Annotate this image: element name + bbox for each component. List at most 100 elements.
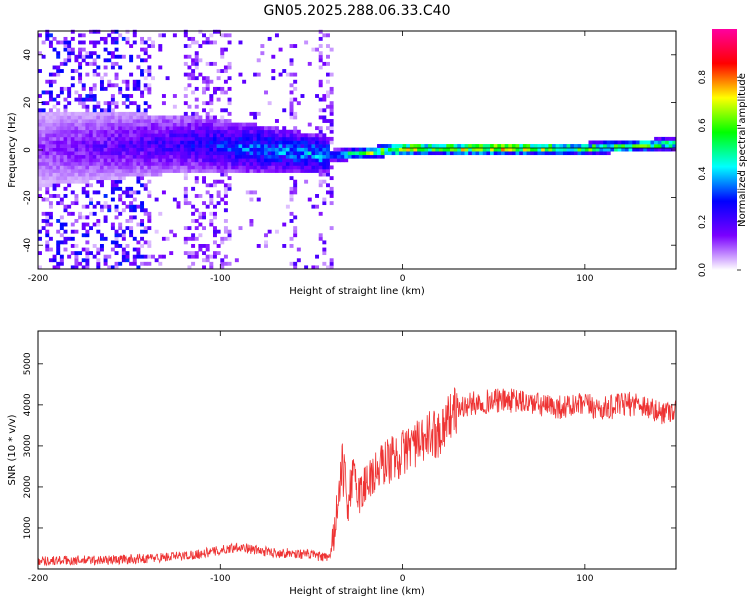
spectrogram-cell [81,58,86,63]
spectrogram-cell [172,165,177,170]
spectrogram-cell [205,161,210,166]
spectrogram-cell [253,154,258,159]
spectrogram-cell [107,140,112,145]
spectrogram-cell [242,165,247,170]
spectrogram-cell [48,72,53,77]
spectrogram-cell [67,122,72,127]
spectrogram-cell [143,147,148,152]
spectrogram-cell [45,119,50,123]
spectrogram-cell [606,147,611,152]
spectrogram-cell [45,158,50,163]
spectrogram-cell [198,169,203,173]
spectrogram-cell [38,176,42,181]
spectrogram-cell [143,208,148,213]
spectrogram-cell [256,129,261,134]
spectrogram-cell [191,72,196,77]
spectrogram-cell [304,136,309,141]
spectrogram-cell [165,161,170,166]
spectrogram-cell [59,111,64,116]
spectrogram-cell [326,165,330,170]
spectrogram-cell [209,154,214,159]
spectrogram-cell [253,158,258,163]
spectrogram-cell [74,258,79,263]
spectrogram-cell [140,126,145,131]
spectrogram-cell [56,151,61,156]
spectrogram-cell [52,144,57,148]
spectrogram-cell [351,154,356,159]
spectrogram-cell [136,144,141,148]
spectrogram-cell [202,122,207,127]
spectrogram-cell [52,47,57,52]
spectrogram-cell [253,151,258,156]
spectrogram-cell [205,111,210,116]
spectrogram-cell [151,119,155,123]
spectrogram-cell [45,36,50,41]
spectrogram-cell [110,169,115,173]
colorbar-tick-label: 0.8 [698,70,708,85]
spectrogram-cell [59,90,64,95]
spectrogram-cell [256,140,261,145]
spectrogram-cell [205,115,210,120]
spectrogram-cell [672,136,677,141]
spectrogram-cell [118,126,123,131]
spectrogram-cell [85,104,90,109]
spectrogram-cell [194,169,199,173]
spectrogram-cell [81,133,86,138]
spectrogram-cell [274,126,279,131]
spectrogram-cell [194,61,199,66]
x-tick-label: -200 [28,274,49,284]
spectrogram-cell [74,133,79,138]
spectrogram-cell [107,51,112,56]
spectrogram-cell [151,172,155,177]
spectrogram-cell [121,144,126,148]
spectrogram-cell [231,144,236,148]
spectrogram-cell [161,115,166,120]
spectrogram-cell [147,215,152,220]
spectrogram-cell [74,115,79,120]
spectrogram-cell [205,122,210,127]
spectrogram-cell [45,144,50,148]
spectrogram-cell [78,136,83,141]
spectrogram-cell [209,219,214,223]
spectrogram-cell [151,158,155,163]
spectrogram-cell [315,169,320,173]
spectrogram-cell [209,79,214,84]
spectrogram-cell [220,151,225,156]
spectrogram-cell [267,140,272,145]
spectrogram-cell [81,122,86,127]
spectrogram-cell [296,154,301,159]
spectrogram-cell [110,140,115,145]
spectrogram-cell [63,161,68,166]
spectrogram-cell [304,40,309,45]
spectrogram-cell [81,186,86,191]
spectrogram-cell [635,147,640,152]
spectrogram-cell [183,94,188,98]
spectrogram-cell [249,161,254,166]
spectrogram-cell [212,119,217,123]
spectrogram-cell [216,147,221,152]
spectrogram-cell [99,183,104,188]
spectrogram-cell [249,222,254,227]
spectrogram-cell [96,144,101,148]
spectrogram-cell [242,129,247,134]
spectrogram-cell [74,165,79,170]
spectrogram-cell [205,144,210,148]
spectrogram-cell [209,140,214,145]
spectrogram-cell [96,129,101,134]
spectrogram-cell [176,201,181,206]
spectrogram-cell [183,165,188,170]
spectrogram-cell [169,154,174,159]
spectrogram-cell [110,115,115,120]
spectrogram-cell [223,108,228,113]
spectrogram-cell [48,222,53,227]
spectrogram-cell [541,151,546,156]
spectrogram-cell [340,158,345,163]
y-tick-label: 5000 [23,352,33,375]
y-tick-label: -40 [23,238,33,253]
spectrogram-cell [132,215,137,220]
spectrogram-cell [81,33,86,38]
spectrogram-cell [256,126,261,131]
spectrogram-cell [70,190,75,195]
spectrogram-cell [67,47,72,52]
